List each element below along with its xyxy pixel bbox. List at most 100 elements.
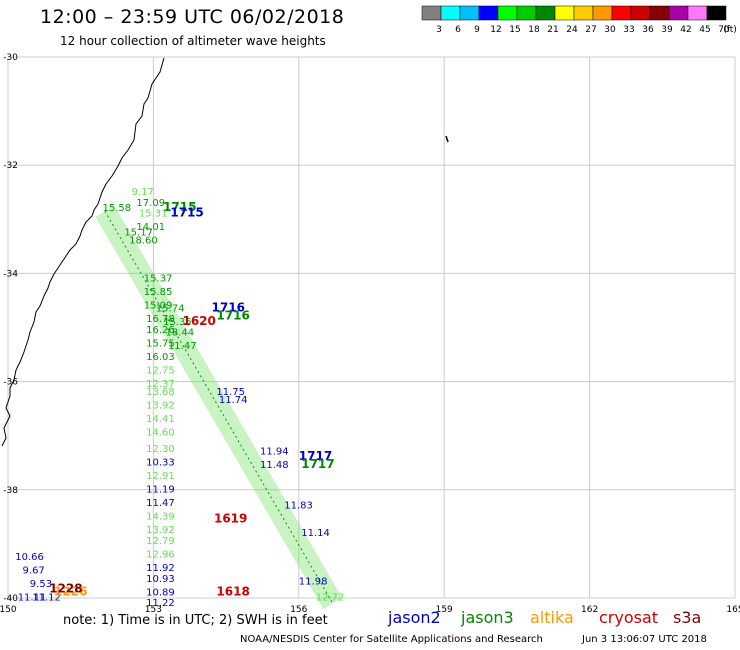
colorbar-tick-label: 45 xyxy=(699,25,710,35)
credit-line: NOAA/NESDIS Center for Satellite Applica… xyxy=(240,634,543,645)
swh-value: 14.60 xyxy=(146,428,175,439)
pass-time: 1619 xyxy=(214,511,247,525)
colorbar-swatch xyxy=(706,5,727,21)
island-mark xyxy=(445,135,449,143)
colorbar-tick-label: 24 xyxy=(566,25,578,35)
swh-value: 16.26 xyxy=(146,325,175,336)
lon-tick-label: 159 xyxy=(436,605,453,615)
colorbar-tick-label: 3 xyxy=(436,25,442,35)
swh-value: 14.01 xyxy=(136,222,165,233)
swh-value: 15.58 xyxy=(103,203,132,214)
swh-value: 14.39 xyxy=(146,512,175,523)
lon-tick-label: 150 xyxy=(0,605,17,615)
swh-value: 15.17 xyxy=(124,228,153,239)
legend-cryosat: cryosat xyxy=(599,608,659,627)
colorbar-unit: (ft) xyxy=(723,25,737,35)
colorbar-tick-label: 27 xyxy=(585,25,596,35)
lon-tick-label: 153 xyxy=(145,605,162,615)
swh-value: 16.03 xyxy=(146,352,175,363)
lat-tick-label: -36 xyxy=(3,378,18,388)
legend-altika: altika xyxy=(530,608,574,627)
swh-value: 10.66 xyxy=(15,552,44,563)
generated-time: Jun 3 13:06:07 UTC 2018 xyxy=(582,634,707,645)
lat-tick-label: -40 xyxy=(3,594,18,604)
lat-tick-label: -34 xyxy=(3,269,18,279)
pass-time: 1618 xyxy=(216,584,249,598)
swh-value: 12.72 xyxy=(316,593,345,604)
pass-time: 1715 xyxy=(163,200,196,214)
swh-value: 11.74 xyxy=(219,395,248,406)
swh-value: 10.33 xyxy=(146,457,175,468)
map-axis-labels: 150 153 156 159 162 165 -30 -32 -34 -36 -38 -40 xyxy=(0,53,740,615)
swh-value: 15.85 xyxy=(144,287,173,298)
pass-time: 1620 xyxy=(182,314,215,328)
swh-value: 12.96 xyxy=(146,549,175,560)
pass-time: 1226 xyxy=(54,584,87,598)
pass-time: 1228 xyxy=(49,582,82,596)
swh-value: 10.93 xyxy=(146,574,175,585)
swh-value: 15.74 xyxy=(156,303,185,314)
swh-value: 12.79 xyxy=(146,536,175,547)
swh-value: 11.11 xyxy=(18,593,47,604)
pass-time: 1717 xyxy=(301,457,334,471)
lon-tick-label: 162 xyxy=(581,605,598,615)
colorbar-tick-label: 6 xyxy=(455,25,461,35)
pass-time: 1716 xyxy=(212,300,245,314)
colorbar-tick-label: 70 xyxy=(718,25,730,35)
swh-value: 9.53 xyxy=(30,579,52,590)
colorbar-tick-label: 36 xyxy=(642,25,654,35)
lat-tick-label: -32 xyxy=(3,161,18,171)
swh-value: 12.37 xyxy=(146,379,175,390)
lat-tick-label: -38 xyxy=(3,486,18,496)
swh-value: 13.92 xyxy=(146,401,175,412)
legend-jason2: jason2 xyxy=(388,608,441,627)
swh-value: 12.30 xyxy=(146,444,175,455)
pass-time: 1715 xyxy=(170,206,203,220)
swh-value: 11.14 xyxy=(301,528,330,539)
legend-jason3: jason3 xyxy=(461,608,514,627)
legend-s3a: s3a xyxy=(673,608,702,627)
colorbar-tick-label: 21 xyxy=(547,25,558,35)
colorbar-tick-label: 15 xyxy=(509,25,520,35)
swh-value: 11.92 xyxy=(146,563,175,574)
swh-value: 12.75 xyxy=(146,365,175,376)
swh-value: 15.09 xyxy=(144,301,173,312)
map-grid xyxy=(7,56,736,599)
swh-value: 18.60 xyxy=(129,236,158,247)
swh-value: 13.92 xyxy=(146,525,175,536)
satellite-tracks xyxy=(95,205,343,609)
swh-value: 13.68 xyxy=(146,387,175,398)
swh-value: 11.83 xyxy=(284,501,313,512)
swh-value: 11.22 xyxy=(146,598,175,609)
swh-value: 15.75 xyxy=(146,338,175,349)
colorbar-tick-label: 30 xyxy=(604,25,616,35)
colorbar-tick-label: 33 xyxy=(623,25,634,35)
colorbar-tick-label: 42 xyxy=(680,25,691,35)
swh-value: 15.35 xyxy=(163,317,192,328)
swh-value: 11.75 xyxy=(216,387,245,398)
pass-time: 1716 xyxy=(216,308,249,322)
swh-value: 11.47 xyxy=(168,341,197,352)
coastline xyxy=(1,57,165,447)
colorbar-tick-label: 12 xyxy=(490,25,501,35)
chart-title: 12:00 – 23:59 UTC 06/02/2018 xyxy=(40,6,345,28)
swh-value: 11.98 xyxy=(299,576,328,587)
swh-value: 11.48 xyxy=(260,460,289,471)
lon-tick-label: 165 xyxy=(726,605,740,615)
colorbar-tick-label: 39 xyxy=(661,25,673,35)
swh-value: 17.09 xyxy=(136,198,165,209)
lon-tick-label: 156 xyxy=(290,605,307,615)
pass-time: 1717 xyxy=(299,449,332,463)
swh-value: 18.44 xyxy=(166,328,195,339)
swh-value: 15.31 xyxy=(139,209,168,220)
jason-track-line xyxy=(104,210,334,604)
wave-height-colorbar: 3 6 9 12 15 18 21 24 27 30 33 36 39 42 45 70(ft) xyxy=(421,5,737,35)
swh-value: 16.78 xyxy=(146,314,175,325)
swh-value: 11.94 xyxy=(260,447,289,458)
swh-value: 11.12 xyxy=(32,593,61,604)
swh-value: 9.67 xyxy=(23,566,45,577)
swh-value: 11.47 xyxy=(146,498,175,509)
swh-value: 11.19 xyxy=(146,485,175,496)
